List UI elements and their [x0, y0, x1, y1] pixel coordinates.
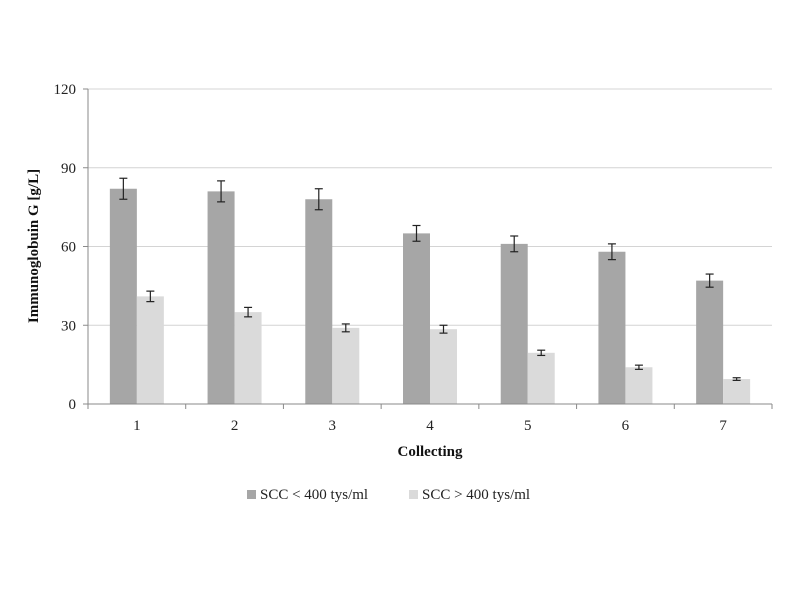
- x-tick-label: 3: [329, 418, 337, 434]
- y-tick-label: 0: [69, 397, 77, 413]
- legend: SCC < 400 tys/ml SCC > 400 tys/ml: [247, 487, 530, 503]
- bar-series-1: [109, 188, 137, 404]
- bar-series-1: [403, 233, 430, 404]
- bar-series-2: [430, 329, 457, 404]
- y-tick-label: 90: [61, 161, 76, 177]
- bar-series-1: [207, 191, 235, 404]
- bar-series-2: [234, 312, 262, 404]
- bar-series-1: [598, 251, 626, 404]
- bar-series-1: [500, 243, 528, 404]
- bar-series-1: [305, 199, 333, 404]
- legend-swatch-series-2: [409, 490, 418, 499]
- x-tick-label: 5: [524, 418, 532, 434]
- x-axis-title: Collecting: [398, 444, 463, 460]
- bar-series-2: [527, 352, 555, 404]
- legend-label-series-1: SCC < 400 tys/ml: [260, 487, 368, 503]
- y-axis-title: Immunoglobuin G [g/L]: [26, 169, 42, 323]
- bar-series-2: [136, 296, 164, 404]
- bar-series-2: [723, 379, 751, 404]
- legend-label-series-2: SCC > 400 tys/ml: [422, 487, 530, 503]
- x-tick-labels: 1 2 3 4 5 6 7: [87, 404, 773, 434]
- y-tick-label: 60: [61, 240, 76, 256]
- x-tick-label: 2: [231, 418, 239, 434]
- y-tick-label: 120: [54, 82, 77, 98]
- bar-series-1: [696, 280, 724, 404]
- x-tick-label: 1: [133, 418, 141, 434]
- legend-swatch-series-1: [247, 490, 256, 499]
- bar-series-2: [332, 327, 360, 404]
- y-tick-label: 30: [61, 318, 76, 334]
- y-tick-labels: 0 30 60 90 120: [54, 82, 88, 413]
- bar-series-2: [625, 367, 653, 404]
- x-tick-label: 7: [719, 418, 727, 434]
- x-tick-label: 6: [622, 418, 630, 434]
- bars: [109, 188, 751, 404]
- x-tick-label: 4: [426, 418, 434, 434]
- error-bars: [119, 177, 741, 381]
